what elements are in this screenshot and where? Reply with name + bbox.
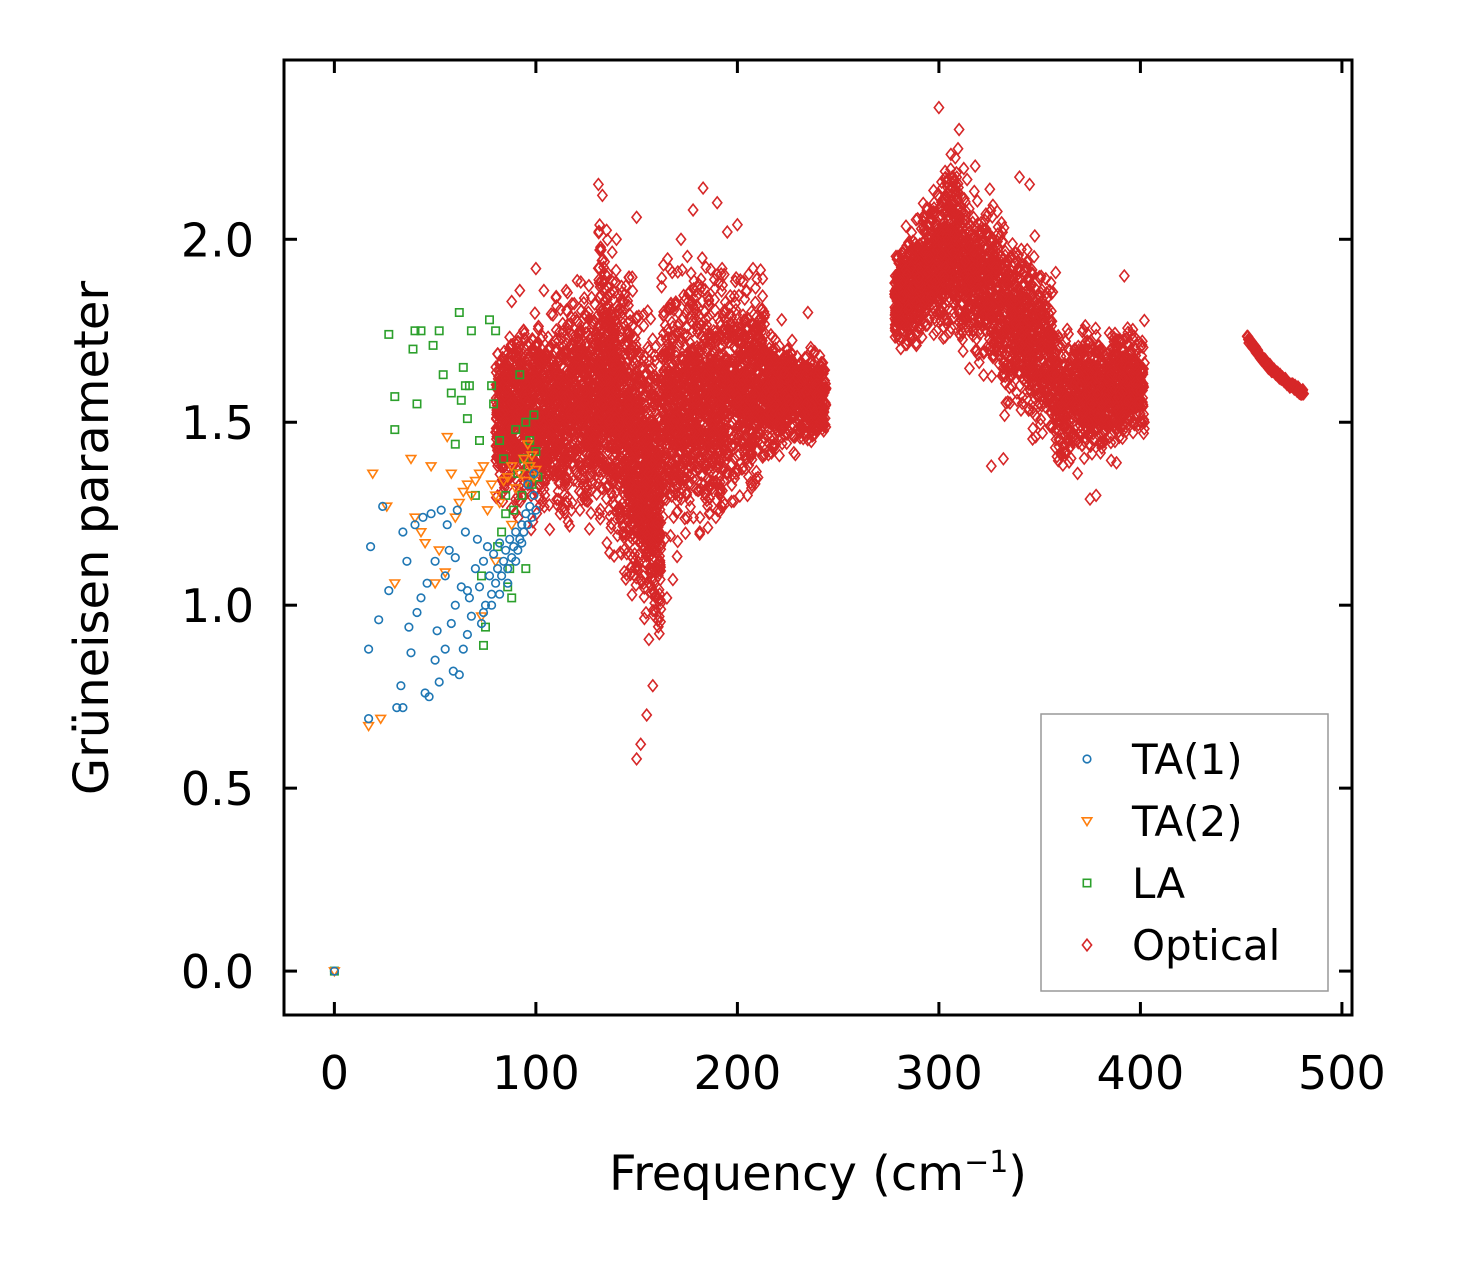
point-optical — [661, 251, 674, 266]
point-optical — [532, 319, 545, 334]
point-optical — [547, 463, 560, 478]
point-optical — [563, 518, 576, 533]
point-optical — [788, 445, 800, 460]
point-optical — [789, 447, 802, 462]
point-optical — [544, 522, 556, 537]
point-optical — [585, 290, 598, 305]
plot-markers — [328, 100, 1310, 978]
point-optical — [578, 291, 590, 306]
point-optical — [535, 331, 547, 346]
point-optical — [569, 378, 581, 393]
point-optical — [560, 303, 573, 318]
point-optical — [756, 289, 769, 304]
point-optical — [552, 492, 565, 507]
point-optical — [681, 249, 694, 264]
point-optical — [610, 263, 622, 278]
series-optical — [489, 100, 1310, 766]
point-optical — [550, 298, 563, 314]
point-optical — [537, 494, 549, 509]
point-optical — [566, 296, 578, 311]
point-optical — [571, 273, 583, 288]
point-optical — [567, 455, 579, 471]
point-optical — [493, 415, 505, 430]
point-optical — [573, 333, 585, 348]
point-optical — [551, 492, 563, 507]
point-optical — [583, 278, 595, 293]
point-optical — [568, 296, 580, 311]
point-optical — [491, 488, 504, 503]
point-optical — [570, 442, 583, 457]
point-optical — [574, 503, 586, 518]
point-optical — [585, 330, 597, 345]
point-optical — [685, 266, 697, 281]
point-optical — [676, 262, 688, 277]
point-optical — [525, 488, 537, 503]
point-optical — [638, 611, 651, 626]
point-optical — [671, 549, 683, 564]
point-optical — [679, 526, 692, 541]
point-optical — [518, 331, 530, 346]
point-optical — [573, 325, 586, 340]
point-optical — [585, 505, 597, 521]
point-optical — [552, 484, 564, 499]
point-optical — [561, 285, 574, 300]
point-optical — [558, 487, 571, 503]
point-optical — [575, 275, 587, 290]
point-optical — [643, 632, 655, 647]
point-optical — [583, 521, 596, 536]
point-optical — [580, 348, 592, 363]
point-optical — [606, 245, 618, 260]
point-optical — [576, 492, 588, 507]
point-optical — [694, 510, 706, 525]
point-optical — [545, 306, 557, 322]
point-optical — [572, 325, 584, 340]
point-optical — [657, 257, 670, 272]
point-optical — [525, 522, 537, 537]
point-optical — [509, 505, 522, 520]
point-optical — [572, 468, 584, 483]
point-optical — [562, 463, 574, 478]
point-optical — [529, 306, 541, 321]
